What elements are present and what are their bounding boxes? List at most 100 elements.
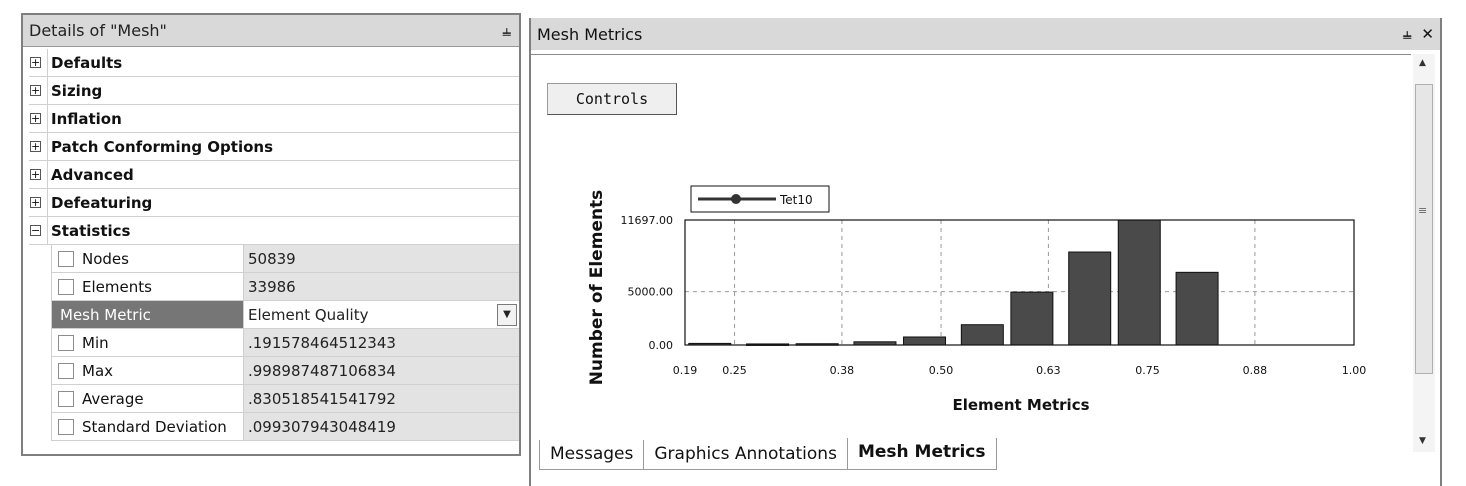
scroll-thumb[interactable]: [1415, 84, 1433, 374]
group-label: Advanced: [47, 160, 519, 189]
prop-value: .830518541541792: [244, 385, 519, 412]
group-label: Defeaturing: [47, 188, 519, 217]
prop-name-cell: Average: [51, 385, 244, 412]
tab-bar: Messages Graphics Annotations Mesh Metri…: [539, 436, 997, 470]
chart-bar: [903, 336, 947, 346]
parameter-checkbox[interactable]: [58, 418, 74, 435]
prop-label: Mesh Metric: [60, 305, 151, 324]
prop-mesh-metric[interactable]: Mesh Metric Element Quality ▼: [51, 301, 519, 329]
chart-bar: [1010, 291, 1054, 346]
chart-bar: [960, 324, 1004, 346]
x-tick-label: 0.38: [830, 364, 855, 377]
scroll-down-icon[interactable]: ▼: [1419, 436, 1426, 446]
prop-label: Max: [82, 361, 114, 380]
x-tick-label: 0.75: [1135, 364, 1160, 377]
prop-label: Nodes: [82, 249, 129, 268]
collapse-icon[interactable]: −: [30, 224, 41, 237]
y-axis-label: Number of Elements: [587, 190, 607, 386]
expand-icon[interactable]: +: [30, 140, 41, 153]
mesh-metrics-panel: Mesh Metrics ⫨ ✕ Controls 0.00 5000.00 116…: [529, 18, 1442, 486]
group-sizing[interactable]: + Sizing: [29, 76, 519, 105]
prop-name-cell: Mesh Metric: [51, 301, 244, 328]
metrics-title: Mesh Metrics: [537, 24, 643, 44]
group-statistics[interactable]: − Statistics: [29, 216, 519, 245]
prop-value: 50839: [244, 245, 519, 272]
legend-label: Tet10: [779, 193, 813, 207]
grip-icon: ≡: [1418, 204, 1428, 217]
group-defeaturing[interactable]: + Defeaturing: [29, 188, 519, 217]
x-axis-label: Element Metrics: [952, 396, 1089, 414]
prop-name-cell: Standard Deviation: [51, 413, 244, 440]
x-tick-label: 0.63: [1036, 364, 1061, 377]
mesh-metric-select[interactable]: Element Quality ▼: [244, 301, 519, 328]
parameter-checkbox[interactable]: [58, 250, 74, 267]
y-tick-label: 5000.00: [628, 286, 674, 299]
details-tree: + Defaults + Sizing + Inflation + Patch …: [29, 48, 519, 441]
tab-graphics-annotations[interactable]: Graphics Annotations: [643, 440, 848, 470]
expand-icon[interactable]: +: [30, 56, 41, 69]
details-title: Details of "Mesh": [29, 21, 167, 40]
prop-label: Min: [82, 333, 109, 352]
dropdown-arrow-icon[interactable]: ▼: [497, 303, 517, 326]
group-inflation[interactable]: + Inflation: [29, 104, 519, 133]
y-tick-label: 11697.00: [621, 214, 674, 227]
expand-icon[interactable]: +: [30, 84, 41, 97]
prop-label: Standard Deviation: [82, 417, 227, 436]
group-label: Sizing: [47, 76, 519, 105]
prop-name-cell: Elements: [51, 273, 244, 300]
selected-value: Element Quality: [248, 305, 369, 324]
expand-icon[interactable]: +: [30, 112, 41, 125]
y-tick-label: 0.00: [649, 339, 674, 352]
close-icon[interactable]: ✕: [1421, 25, 1434, 43]
metrics-header: Mesh Metrics ⫨ ✕: [531, 18, 1440, 50]
prop-label: Elements: [82, 277, 152, 296]
plot-frame: [684, 219, 1355, 346]
prop-min: Min .191578464512343: [51, 329, 519, 357]
group-defaults[interactable]: + Defaults: [29, 48, 519, 77]
details-header: Details of "Mesh" ⫨: [23, 15, 519, 47]
prop-max: Max .998987487106834: [51, 357, 519, 385]
group-advanced[interactable]: + Advanced: [29, 160, 519, 189]
group-label: Inflation: [47, 104, 519, 133]
chart-bar: [1068, 251, 1112, 346]
parameter-checkbox[interactable]: [58, 334, 74, 351]
x-tick-label: 0.25: [722, 364, 747, 377]
parameter-checkbox[interactable]: [58, 390, 74, 407]
parameter-checkbox[interactable]: [58, 362, 74, 379]
chart-bar: [1175, 271, 1219, 346]
prop-label: Average: [82, 389, 144, 408]
prop-value: .998987487106834: [244, 357, 519, 384]
x-tick-label: 1.00: [1342, 364, 1367, 377]
prop-elements: Elements 33986: [51, 273, 519, 301]
chart-bar: [1117, 219, 1161, 346]
tab-messages[interactable]: Messages: [539, 440, 645, 470]
pin-icon[interactable]: ⫨: [502, 21, 511, 40]
expand-icon[interactable]: +: [30, 196, 41, 209]
pin-icon[interactable]: ⫨: [1402, 25, 1412, 43]
parameter-checkbox[interactable]: [58, 278, 74, 295]
x-tick-label: 0.88: [1243, 364, 1268, 377]
group-label: Defaults: [47, 48, 519, 77]
prop-name-cell: Max: [51, 357, 244, 384]
x-tick-label: 0.19: [673, 364, 698, 377]
legend-marker: [731, 194, 741, 204]
group-label: Statistics: [47, 216, 519, 245]
x-tick-label: 0.50: [929, 364, 954, 377]
group-label: Patch Conforming Options: [47, 132, 519, 161]
scroll-up-icon[interactable]: ▲: [1419, 58, 1426, 68]
header-controls: ⫨ ✕: [1403, 25, 1434, 43]
prop-value: .099307943048419: [244, 413, 519, 440]
group-patch-conforming[interactable]: + Patch Conforming Options: [29, 132, 519, 161]
prop-std-dev: Standard Deviation .099307943048419: [51, 413, 519, 441]
expand-icon[interactable]: +: [30, 168, 41, 181]
prop-nodes: Nodes 50839: [51, 245, 519, 273]
controls-button[interactable]: Controls: [547, 83, 677, 115]
vertical-scrollbar[interactable]: ▲ ≡ ▼: [1413, 54, 1435, 452]
prop-average: Average .830518541541792: [51, 385, 519, 413]
tab-mesh-metrics[interactable]: Mesh Metrics: [846, 438, 997, 470]
chart-area: Controls 0.00 5000.00 11697.00 0.19 0.25 0.38…: [531, 54, 1411, 452]
prop-value: 33986: [244, 273, 519, 300]
mesh-metrics-chart: 0.00 5000.00 11697.00 0.19 0.25 0.38 0.50 0.63 0…: [587, 185, 1367, 414]
details-panel: Details of "Mesh" ⫨ + Defaults + Sizing …: [21, 13, 521, 456]
prop-value: .191578464512343: [244, 329, 519, 356]
